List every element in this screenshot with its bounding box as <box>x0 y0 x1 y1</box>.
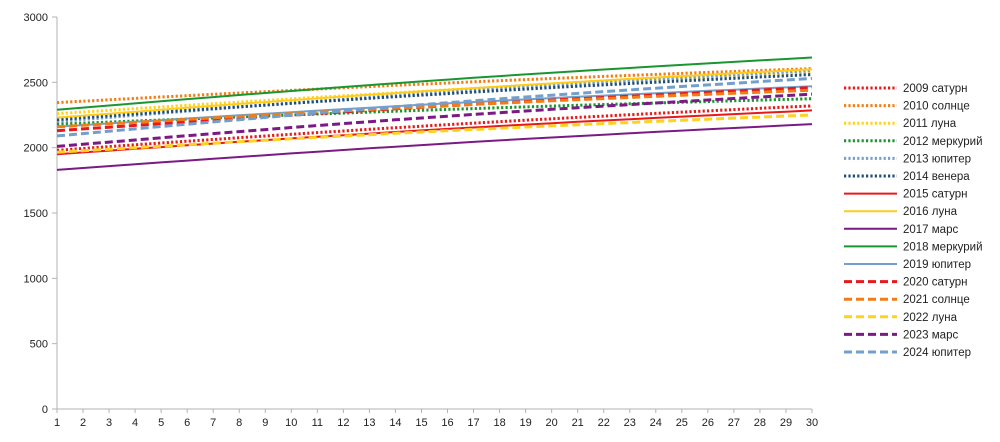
x-tick-label: 28 <box>754 417 766 429</box>
x-tick-label: 17 <box>467 417 479 429</box>
series-line <box>56 68 813 119</box>
x-tick-label: 15 <box>415 417 427 429</box>
x-tick-label: 16 <box>441 417 453 429</box>
x-tick-label: 1 <box>54 417 60 429</box>
x-tick-label: 9 <box>262 417 268 429</box>
y-tick-label: 2500 <box>24 77 48 89</box>
series-line <box>56 73 813 122</box>
series-line <box>56 104 813 152</box>
y-tick-label: 2000 <box>24 143 48 155</box>
x-tick-label: 8 <box>236 417 242 429</box>
legend-label: 2022 луна <box>903 312 958 324</box>
x-tick-label: 14 <box>389 417 401 429</box>
x-tick-label: 4 <box>132 417 138 429</box>
series-line <box>56 67 813 105</box>
legend-label: 2019 юпитер <box>903 259 971 271</box>
x-tick-label: 26 <box>702 417 714 429</box>
legend-label: 2018 меркурий <box>903 241 983 253</box>
series-line <box>56 123 813 171</box>
legend-label: 2009 сатурн <box>903 83 967 95</box>
legend-label: 2011 луна <box>903 118 957 130</box>
x-tick-label: 7 <box>210 417 216 429</box>
legend-label: 2024 юпитер <box>903 347 971 359</box>
legend: 2009 сатурн 2010 солнце 2011 луна 2012 мерк… <box>844 83 983 359</box>
x-tick-label: 25 <box>676 417 688 429</box>
x-tick-label: 30 <box>806 417 818 429</box>
series-line <box>56 92 813 148</box>
legend-label: 2013 юпитер <box>903 153 971 165</box>
x-tick-label: 23 <box>624 417 636 429</box>
x-tick-label: 27 <box>728 417 740 429</box>
series-lines <box>56 56 813 171</box>
x-tick-label: 21 <box>572 417 584 429</box>
legend-label: 2016 луна <box>903 206 958 218</box>
legend-label: 2015 сатурн <box>903 189 967 201</box>
series-line <box>56 56 813 111</box>
x-tick-label: 29 <box>780 417 792 429</box>
x-tick-label: 2 <box>80 417 86 429</box>
y-tick-label: 0 <box>42 404 48 416</box>
series-line <box>56 76 813 138</box>
legend-label: 2017 марс <box>903 224 958 236</box>
x-tick-label: 3 <box>106 417 112 429</box>
x-tick-label: 13 <box>363 417 375 429</box>
x-axis: 1 2 3 4 5 6 7 8 9 10 11 12 13 14 15 16 17 18 19 20 21 22 23 24 2… <box>54 408 818 429</box>
legend-label: 2012 меркурий <box>903 136 983 148</box>
x-tick-label: 19 <box>519 417 531 429</box>
legend-label: 2023 марс <box>903 329 958 341</box>
y-axis: 0 500 1000 1500 2000 2500 3000 <box>24 12 58 416</box>
y-tick-label: 500 <box>30 339 48 351</box>
legend-label: 2020 сатурн <box>903 277 967 289</box>
legend-label: 2021 солнце <box>903 294 970 306</box>
series-line <box>56 88 813 129</box>
x-tick-label: 20 <box>546 417 558 429</box>
y-tick-label: 3000 <box>24 12 48 24</box>
x-tick-label: 24 <box>650 417 662 429</box>
series-line <box>56 113 813 154</box>
legend-label: 2014 венера <box>903 171 970 183</box>
x-tick-label: 18 <box>493 417 505 429</box>
x-tick-label: 6 <box>184 417 190 429</box>
x-tick-label: 5 <box>158 417 164 429</box>
x-tick-label: 11 <box>312 417 323 429</box>
x-tick-label: 22 <box>598 417 610 429</box>
y-tick-label: 1500 <box>24 208 48 220</box>
x-tick-label: 10 <box>285 417 297 429</box>
y-tick-label: 1000 <box>24 273 48 285</box>
legend-label: 2010 солнце <box>903 101 970 113</box>
x-tick-label: 12 <box>337 417 349 429</box>
